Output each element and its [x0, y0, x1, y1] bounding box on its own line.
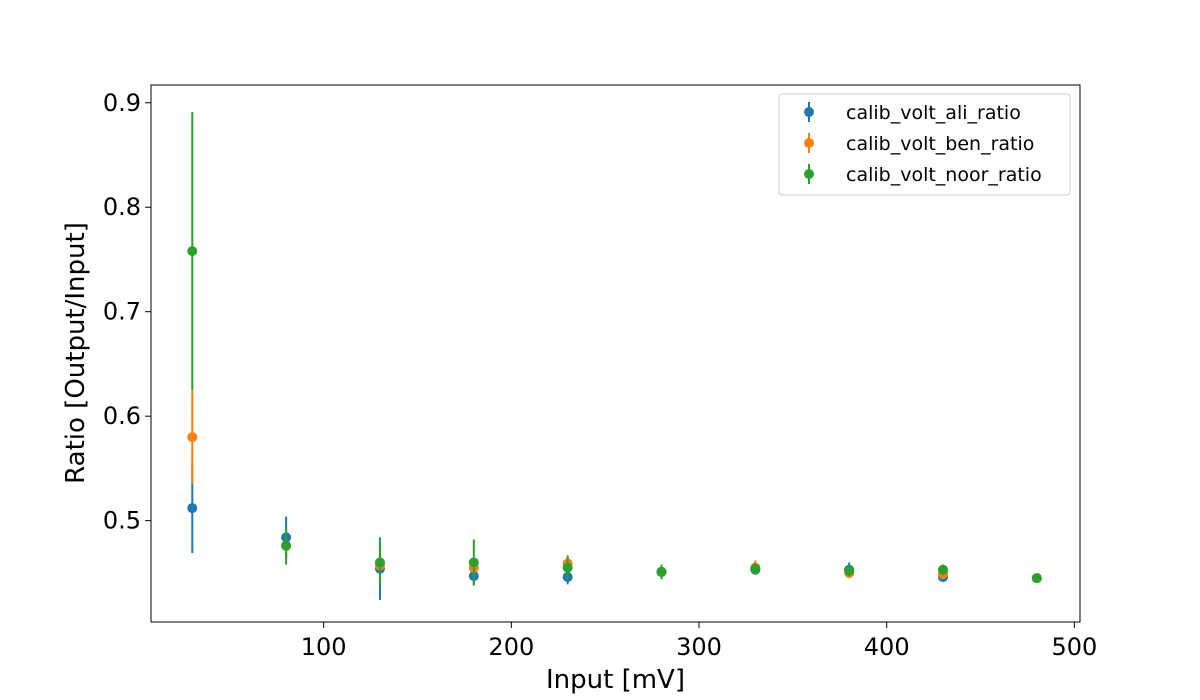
data-point — [281, 540, 292, 551]
legend-item: calib_volt_ali_ratio — [804, 102, 1021, 124]
data-point — [656, 566, 667, 577]
legend-marker — [804, 169, 814, 179]
data-point — [187, 432, 198, 443]
y-tick-label: 0.5 — [103, 507, 141, 535]
legend-marker — [804, 107, 814, 117]
y-axis-label: Ratio [Output/Input] — [61, 222, 91, 484]
data-point — [937, 564, 948, 575]
x-tick-label: 400 — [864, 633, 910, 661]
data-layer — [187, 112, 1042, 601]
x-tick-label: 200 — [488, 633, 534, 661]
legend-label: calib_volt_noor_ratio — [846, 164, 1042, 186]
data-point — [562, 562, 573, 573]
legend-item: calib_volt_noor_ratio — [804, 164, 1042, 186]
data-point — [1031, 573, 1042, 584]
legend-box — [778, 93, 1071, 196]
x-axis-label: Input [mV] — [546, 665, 685, 695]
y-tick-label: 0.7 — [103, 298, 141, 326]
series-calib_volt_noor_ratio — [187, 112, 1042, 586]
data-point — [844, 565, 855, 576]
legend-label: calib_volt_ali_ratio — [846, 102, 1021, 124]
y-tick-label: 0.8 — [103, 193, 141, 221]
y-tick-label: 0.9 — [103, 89, 141, 117]
legend: calib_volt_ali_ratio calib_volt_ben_ratio… — [778, 93, 1071, 196]
plot-frame — [150, 84, 1081, 623]
y-axis: 0.5 0.6 0.7 0.8 0.9 — [103, 89, 151, 535]
x-axis: 100 200 300 400 500 — [301, 622, 1097, 661]
legend-label: calib_volt_ben_ratio — [846, 133, 1034, 155]
x-tick-label: 300 — [676, 633, 722, 661]
legend-marker — [804, 138, 814, 148]
data-point — [187, 246, 198, 257]
data-point — [374, 557, 385, 568]
x-tick-label: 100 — [301, 633, 347, 661]
data-point — [468, 557, 479, 568]
data-point — [187, 503, 198, 514]
legend-item: calib_volt_ben_ratio — [804, 133, 1034, 155]
data-point — [750, 563, 761, 574]
y-tick-label: 0.6 — [103, 402, 141, 430]
x-tick-label: 500 — [1051, 633, 1097, 661]
